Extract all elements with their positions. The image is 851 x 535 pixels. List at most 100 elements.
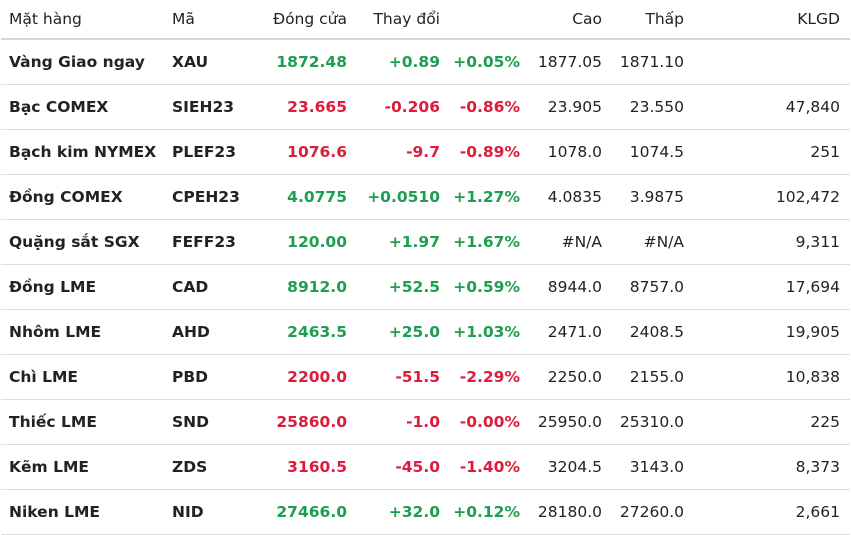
cell-low: #N/A	[612, 219, 694, 265]
cell-low: 23.550	[612, 84, 694, 130]
cell-low: 2155.0	[612, 354, 694, 400]
cell-item-name: Niken LME	[1, 489, 170, 535]
cell-high: 3204.5	[530, 444, 612, 490]
cell-volume: 2,661	[694, 489, 850, 535]
cell-change-pct: -0.00%	[440, 399, 530, 445]
cell-item-name: Quặng sắt SGX	[1, 219, 170, 265]
table-row: Vàng Giao ngay XAU 1872.48 +0.89 +0.05% 1877.…	[1, 39, 850, 85]
cell-change-pct: -1.40%	[440, 444, 530, 490]
cell-code: PLEF23	[170, 129, 250, 175]
cell-volume: 225	[694, 399, 850, 445]
table-header-row: Mặt hàng Mã Đóng cửa Thay đổi Cao Thấp K…	[1, 0, 850, 40]
cell-low: 1871.10	[612, 39, 694, 85]
cell-code: NID	[170, 489, 250, 535]
cell-low: 3143.0	[612, 444, 694, 490]
cell-item-name: Nhôm LME	[1, 309, 170, 355]
table-row: Niken LME NID 27466.0 +32.0 +0.12% 28180.0 272…	[1, 489, 850, 535]
cell-close: 2463.5	[250, 309, 357, 355]
cell-close: 25860.0	[250, 399, 357, 445]
cell-close: 27466.0	[250, 489, 357, 535]
cell-low: 25310.0	[612, 399, 694, 445]
table-row: Bạc COMEX SIEH23 23.665 -0.206 -0.86% 23.905 2…	[1, 84, 850, 130]
cell-high: #N/A	[530, 219, 612, 265]
cell-change-pct: +0.05%	[440, 39, 530, 85]
cell-change-pct: -0.89%	[440, 129, 530, 175]
cell-volume: 19,905	[694, 309, 850, 355]
cell-low: 8757.0	[612, 264, 694, 310]
cell-low: 3.9875	[612, 174, 694, 220]
cell-change-pct: +1.03%	[440, 309, 530, 355]
cell-item-name: Chì LME	[1, 354, 170, 400]
cell-code: AHD	[170, 309, 250, 355]
cell-volume: 9,311	[694, 219, 850, 265]
table-row: Nhôm LME AHD 2463.5 +25.0 +1.03% 2471.0 2408.5…	[1, 309, 850, 355]
header-change: Thay đổi	[357, 0, 440, 40]
cell-item-name: Vàng Giao ngay	[1, 39, 170, 85]
cell-item-name: Bạch kim NYMEX	[1, 129, 170, 175]
cell-high: 8944.0	[530, 264, 612, 310]
cell-change: +32.0	[357, 489, 440, 535]
cell-volume: 47,840	[694, 84, 850, 130]
cell-code: XAU	[170, 39, 250, 85]
cell-change: -9.7	[357, 129, 440, 175]
table-row: Thiếc LME SND 25860.0 -1.0 -0.00% 25950.0 2531…	[1, 399, 850, 445]
cell-close: 1872.48	[250, 39, 357, 85]
cell-high: 2471.0	[530, 309, 612, 355]
cell-low: 27260.0	[612, 489, 694, 535]
cell-close: 8912.0	[250, 264, 357, 310]
cell-low: 1074.5	[612, 129, 694, 175]
cell-code: CAD	[170, 264, 250, 310]
cell-change-pct: +1.27%	[440, 174, 530, 220]
cell-high: 1078.0	[530, 129, 612, 175]
header-high: Cao	[530, 0, 612, 40]
cell-change: +1.97	[357, 219, 440, 265]
table-row: Đồng LME CAD 8912.0 +52.5 +0.59% 8944.0 8757.0…	[1, 264, 850, 310]
header-close: Đóng cửa	[250, 0, 357, 40]
cell-code: ZDS	[170, 444, 250, 490]
cell-change: +25.0	[357, 309, 440, 355]
table-row: Bạch kim NYMEX PLEF23 1076.6 -9.7 -0.89% 1078…	[1, 129, 850, 175]
cell-item-name: Bạc COMEX	[1, 84, 170, 130]
cell-high: 23.905	[530, 84, 612, 130]
cell-volume	[694, 39, 850, 85]
cell-volume: 17,694	[694, 264, 850, 310]
cell-close: 1076.6	[250, 129, 357, 175]
cell-high: 2250.0	[530, 354, 612, 400]
cell-change: -45.0	[357, 444, 440, 490]
cell-high: 25950.0	[530, 399, 612, 445]
table-row: Chì LME PBD 2200.0 -51.5 -2.29% 2250.0 2155.0 1…	[1, 354, 850, 400]
header-volume: KLGD	[694, 0, 850, 40]
cell-high: 4.0835	[530, 174, 612, 220]
cell-code: PBD	[170, 354, 250, 400]
header-change-pct	[440, 0, 530, 40]
cell-change-pct: -2.29%	[440, 354, 530, 400]
cell-close: 23.665	[250, 84, 357, 130]
cell-item-name: Đồng LME	[1, 264, 170, 310]
table-row: Kẽm LME ZDS 3160.5 -45.0 -1.40% 3204.5 3143.0 8…	[1, 444, 850, 490]
cell-volume: 251	[694, 129, 850, 175]
cell-code: SND	[170, 399, 250, 445]
cell-high: 1877.05	[530, 39, 612, 85]
cell-volume: 10,838	[694, 354, 850, 400]
cell-close: 120.00	[250, 219, 357, 265]
cell-item-name: Đồng COMEX	[1, 174, 170, 220]
cell-low: 2408.5	[612, 309, 694, 355]
cell-change-pct: -0.86%	[440, 84, 530, 130]
cell-item-name: Kẽm LME	[1, 444, 170, 490]
header-item: Mặt hàng	[1, 0, 170, 40]
cell-change-pct: +1.67%	[440, 219, 530, 265]
header-low: Thấp	[612, 0, 694, 40]
cell-high: 28180.0	[530, 489, 612, 535]
cell-close: 4.0775	[250, 174, 357, 220]
cell-change: -0.206	[357, 84, 440, 130]
cell-change: -51.5	[357, 354, 440, 400]
cell-close: 2200.0	[250, 354, 357, 400]
cell-code: SIEH23	[170, 84, 250, 130]
cell-code: FEFF23	[170, 219, 250, 265]
cell-change: +0.89	[357, 39, 440, 85]
cell-change: +52.5	[357, 264, 440, 310]
cell-volume: 102,472	[694, 174, 850, 220]
cell-change-pct: +0.12%	[440, 489, 530, 535]
cell-volume: 8,373	[694, 444, 850, 490]
